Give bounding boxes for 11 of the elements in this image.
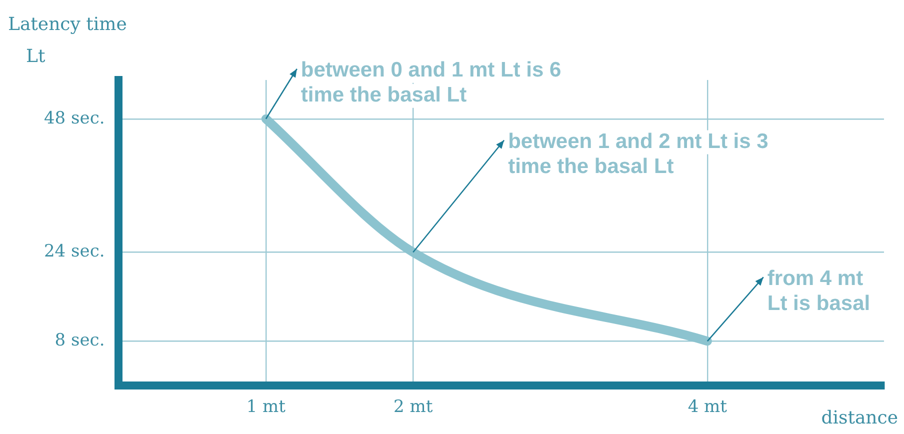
annotation: between 0 and 1 mt Lt is 6 time the basal Lt [300,58,562,107]
x-tick-label: 4 mt [688,397,728,418]
y-axis-title: Latency time Lt [8,14,127,67]
y-tick-label: 48 sec. [44,108,105,128]
y-tick-label: 8 sec. [54,330,105,351]
x-axis-title: distance [821,408,898,429]
y-tick-label: 24 sec. [44,242,105,262]
annotation: between 1 and 2 mt Lt is 3 time the basal Lt [508,130,768,178]
annotation: from 4 mt Lt is basal [767,266,870,315]
x-tick-label: 1 mt [246,397,286,418]
x-tick-label: 2 mt [393,397,433,418]
